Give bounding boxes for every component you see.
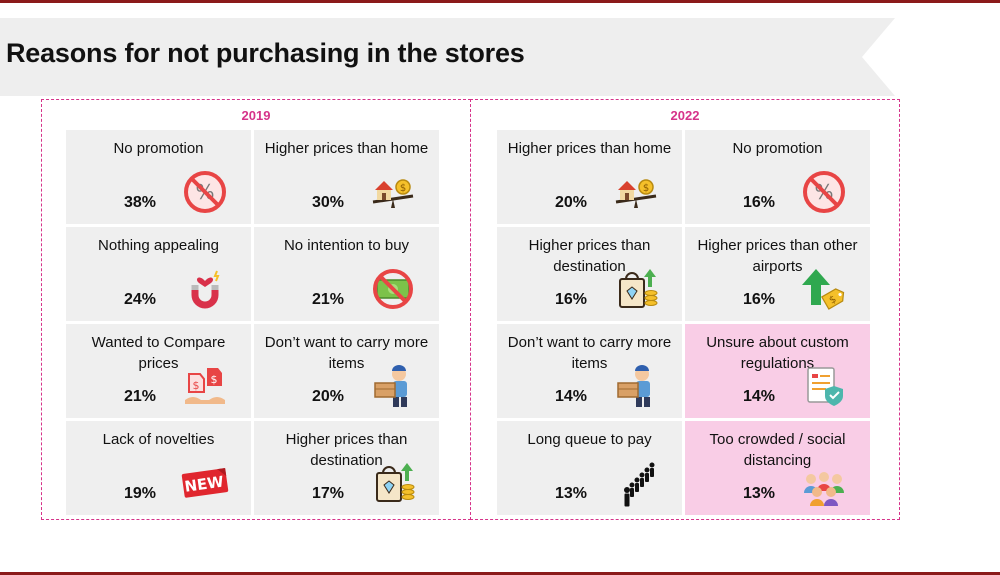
house-scale-icon: $ — [612, 168, 660, 216]
reason-percentage: 16% — [555, 291, 588, 308]
reason-card: No promotion 16% % — [685, 130, 870, 224]
reason-percentage: 30% — [312, 194, 345, 211]
svg-text:$: $ — [193, 379, 200, 392]
reason-percentage: 16% — [743, 291, 776, 308]
svg-text:$: $ — [828, 294, 839, 307]
reason-percentage: 13% — [555, 485, 588, 502]
reason-percentage: 20% — [555, 194, 588, 211]
reason-label: Higher prices than other airports — [697, 237, 858, 275]
title-banner — [0, 18, 895, 96]
reason-percentage: 16% — [743, 194, 776, 211]
reason-card: Higher prices than destination 17% — [254, 421, 439, 515]
reason-label: Nothing appealing — [98, 237, 219, 254]
reason-percentage: 21% — [312, 291, 345, 308]
year-label: 2022 — [670, 108, 700, 123]
top-rule — [0, 0, 1000, 3]
reason-label: Unsure about custom regulations — [706, 334, 849, 372]
reason-card: Long queue to pay 13% — [497, 421, 682, 515]
svg-text:$: $ — [643, 183, 649, 194]
svg-text:NEW: NEW — [183, 472, 225, 495]
reason-label: Higher prices than destination — [528, 237, 651, 275]
price-up-arrow-icon: $ — [800, 265, 848, 313]
reasons-grid: Higher prices than home 20% $ No promoti… — [497, 130, 870, 515]
person-carrying-box-icon — [369, 362, 417, 410]
reason-card: Wanted to Compare prices 21% $ $ — [66, 324, 251, 418]
house-scale-icon: $ — [369, 168, 417, 216]
regulations-document-icon — [800, 362, 848, 410]
reason-label: Long queue to pay — [527, 431, 652, 448]
reason-card: Lack of novelties 19% NEW — [66, 421, 251, 515]
reason-card-highlighted: Too crowded / social distancing 13% — [685, 421, 870, 515]
panel-2019: 2019 No promotion 38% % Higher prices th… — [41, 99, 471, 520]
reason-percentage: 14% — [555, 388, 588, 405]
no-money-icon — [369, 265, 417, 313]
shopping-bag-coins-icon — [369, 459, 417, 507]
reason-card: Higher prices than other airports 16% $ — [685, 227, 870, 321]
crowd-icon — [800, 459, 848, 507]
reasons-grid: No promotion 38% % Higher prices than ho… — [66, 130, 439, 515]
panel-2022: 2022 Higher prices than home 20% $ No pr… — [470, 99, 900, 520]
shopping-bag-coins-icon — [612, 265, 660, 313]
reason-label: Higher prices than home — [507, 140, 672, 157]
reason-card: No intention to buy 21% — [254, 227, 439, 321]
reason-label: No intention to buy — [283, 237, 410, 254]
reason-percentage: 21% — [124, 388, 157, 405]
reason-label: Higher prices than destination — [285, 431, 408, 469]
reason-percentage: 38% — [124, 194, 157, 211]
year-label: 2019 — [241, 108, 271, 123]
reason-card: Don’t want to carry more items 14% — [497, 324, 682, 418]
reason-percentage: 19% — [124, 485, 157, 502]
reason-card: Higher prices than home 20% $ — [497, 130, 682, 224]
reason-label: Wanted to Compare prices — [91, 334, 226, 372]
magnet-heart-icon — [181, 265, 229, 313]
reason-percentage: 20% — [312, 388, 345, 405]
reason-card: Higher prices than home 30% $ — [254, 130, 439, 224]
reason-card: No promotion 38% % — [66, 130, 251, 224]
price-tags-icon: $ $ — [181, 362, 229, 410]
svg-text:$: $ — [400, 183, 406, 194]
reason-percentage: 13% — [743, 485, 776, 502]
reason-percentage: 14% — [743, 388, 776, 405]
reason-percentage: 24% — [124, 291, 157, 308]
reason-card: Higher prices than destination 16% — [497, 227, 682, 321]
no-promotion-icon: % — [800, 168, 848, 216]
reason-label: No promotion — [732, 140, 823, 157]
no-promotion-icon: % — [181, 168, 229, 216]
reason-percentage: 17% — [312, 485, 345, 502]
reason-label: Lack of novelties — [102, 431, 215, 448]
svg-text:$: $ — [211, 373, 218, 386]
reason-card: Don’t want to carry more items 20% — [254, 324, 439, 418]
reason-label: Don’t want to carry more items — [507, 334, 672, 372]
reason-card: Nothing appealing 24% — [66, 227, 251, 321]
new-badge-icon: NEW — [181, 459, 229, 507]
page-title: Reasons for not purchasing in the stores — [6, 38, 525, 68]
bottom-rule — [0, 572, 1000, 575]
reason-label: Don’t want to carry more items — [264, 334, 429, 372]
reason-label: Higher prices than home — [264, 140, 429, 157]
reason-label: Too crowded / social distancing — [709, 431, 846, 469]
reason-label: No promotion — [113, 140, 204, 157]
reason-card-highlighted: Unsure about custom regulations 14% — [685, 324, 870, 418]
person-carrying-box-icon — [612, 362, 660, 410]
queue-icon — [612, 459, 660, 507]
